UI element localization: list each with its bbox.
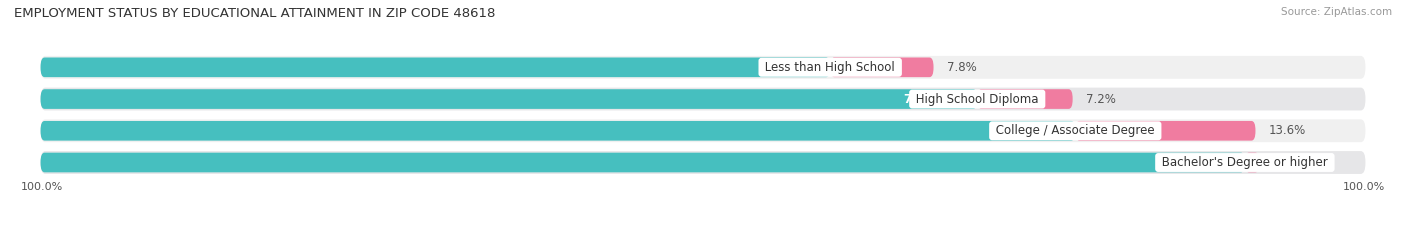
FancyBboxPatch shape — [41, 153, 1244, 172]
Text: 100.0%: 100.0% — [21, 182, 63, 192]
Text: 7.2%: 7.2% — [1085, 93, 1116, 106]
FancyBboxPatch shape — [41, 56, 1365, 79]
Text: 100.0%: 100.0% — [1343, 182, 1385, 192]
Text: 59.6%: 59.6% — [780, 61, 817, 74]
Text: High School Diploma: High School Diploma — [912, 93, 1042, 106]
FancyBboxPatch shape — [41, 58, 830, 77]
FancyBboxPatch shape — [1244, 153, 1260, 172]
Text: 78.1%: 78.1% — [1001, 124, 1042, 137]
FancyBboxPatch shape — [1076, 121, 1256, 140]
Text: EMPLOYMENT STATUS BY EDUCATIONAL ATTAINMENT IN ZIP CODE 48618: EMPLOYMENT STATUS BY EDUCATIONAL ATTAINM… — [14, 7, 495, 20]
Text: 70.7%: 70.7% — [904, 93, 945, 106]
FancyBboxPatch shape — [41, 119, 1365, 142]
Text: Bachelor's Degree or higher: Bachelor's Degree or higher — [1159, 156, 1331, 169]
FancyBboxPatch shape — [977, 89, 1073, 109]
FancyBboxPatch shape — [41, 151, 1365, 174]
FancyBboxPatch shape — [830, 58, 934, 77]
FancyBboxPatch shape — [41, 121, 1076, 140]
Text: 1.1%: 1.1% — [1272, 156, 1302, 169]
Text: Source: ZipAtlas.com: Source: ZipAtlas.com — [1281, 7, 1392, 17]
Text: College / Associate Degree: College / Associate Degree — [993, 124, 1159, 137]
Text: 13.6%: 13.6% — [1268, 124, 1306, 137]
FancyBboxPatch shape — [41, 89, 977, 109]
FancyBboxPatch shape — [41, 88, 1365, 110]
Text: Less than High School: Less than High School — [762, 61, 898, 74]
Text: 7.8%: 7.8% — [946, 61, 977, 74]
Text: 90.9%: 90.9% — [1171, 156, 1212, 169]
